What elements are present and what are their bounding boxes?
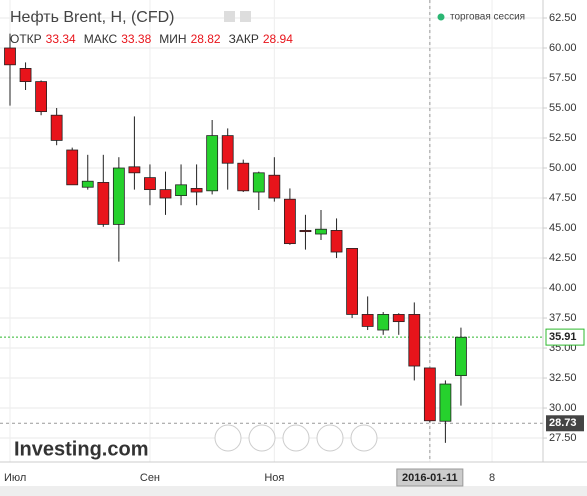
header-value: 33.38 <box>121 32 151 46</box>
y-tick-label: 37.50 <box>549 312 577 324</box>
settings-icon[interactable] <box>224 11 235 22</box>
y-tick-label: 47.50 <box>549 192 577 204</box>
candle-body <box>81 180 94 188</box>
header-label: ЗАКР <box>229 32 259 46</box>
candle-body <box>4 47 16 66</box>
header-label: МИН <box>159 32 186 46</box>
candle-body <box>423 367 436 422</box>
nav-button[interactable] <box>282 424 310 452</box>
candle-body <box>330 230 343 253</box>
nav-buttons <box>214 424 378 452</box>
candle-body <box>268 174 281 199</box>
y-tick-label: 32.50 <box>549 372 577 384</box>
candle-body <box>252 172 265 193</box>
chart-title: Нефть Brent, H, (CFD) <box>10 9 175 26</box>
candle-body <box>97 182 110 225</box>
header-value: 28.82 <box>191 32 221 46</box>
y-tick-label: 45.00 <box>549 222 577 234</box>
candle-body <box>159 189 172 199</box>
candle-body <box>50 114 63 141</box>
header-value: 28.94 <box>263 32 293 46</box>
y-tick-label: 55.00 <box>549 102 577 114</box>
ohlc-header: ОТКР 33.34 МАКС 33.38 МИН 28.82 ЗАКР 28.94 <box>10 32 293 46</box>
x-tick-label: Июл <box>4 472 26 484</box>
crosshair-x-box <box>396 468 464 487</box>
y-tick-label: 30.00 <box>549 402 577 414</box>
crosshair-y-label: 28.73 <box>549 417 577 429</box>
settings-icon[interactable] <box>240 11 251 22</box>
candle-body <box>283 198 296 245</box>
y-tick-label: 42.50 <box>549 252 577 264</box>
watermark: Investing.com <box>14 438 148 460</box>
candle-body <box>19 68 32 83</box>
candle-body <box>175 184 187 197</box>
candle-body <box>66 149 79 186</box>
candle-body <box>455 336 467 377</box>
last-price-label: 35.91 <box>549 331 577 343</box>
candle-body <box>128 166 141 174</box>
candle-body <box>392 314 405 323</box>
candle-body <box>315 228 327 235</box>
candle-body <box>35 81 47 113</box>
candle-body <box>112 167 125 225</box>
plot-area <box>0 0 543 462</box>
candle-body <box>346 248 359 315</box>
candle-body <box>361 314 374 327</box>
x-tick-label: 8 <box>489 472 495 484</box>
candle-body <box>221 135 234 164</box>
y-tick-label: 62.50 <box>549 12 577 24</box>
session-legend: торговая сессия <box>450 12 525 23</box>
x-tick-label: 2016-01-11 <box>402 472 458 484</box>
session-dot <box>437 13 445 21</box>
nav-button[interactable] <box>248 424 276 452</box>
last-price-box <box>545 328 585 346</box>
y-tick-label: 27.50 <box>549 432 577 444</box>
y-tick-label: 50.00 <box>549 162 577 174</box>
x-tick-label: Ноя <box>264 472 284 484</box>
header-label: МАКС <box>84 32 118 46</box>
nav-button[interactable] <box>350 424 378 452</box>
y-tick-label: 40.00 <box>549 282 577 294</box>
nav-button[interactable] <box>214 424 242 452</box>
candle-body <box>408 314 421 367</box>
y-tick-label: 52.50 <box>549 132 577 144</box>
header-value: 33.34 <box>46 32 76 46</box>
candle-body <box>190 188 203 193</box>
x-tick-label: Сен <box>140 472 160 484</box>
y-tick-label: 57.50 <box>549 72 577 84</box>
crosshair-y-box <box>546 415 584 432</box>
candle-body <box>299 230 312 233</box>
candle-body <box>206 135 219 192</box>
y-tick-label: 60.00 <box>549 42 577 54</box>
header-label: ОТКР <box>10 32 42 46</box>
candle-body <box>144 177 156 191</box>
candle-body <box>237 162 250 192</box>
footer-strip <box>0 486 587 496</box>
candle-body <box>377 314 390 331</box>
candle-body <box>439 383 452 422</box>
nav-button[interactable] <box>316 424 344 452</box>
